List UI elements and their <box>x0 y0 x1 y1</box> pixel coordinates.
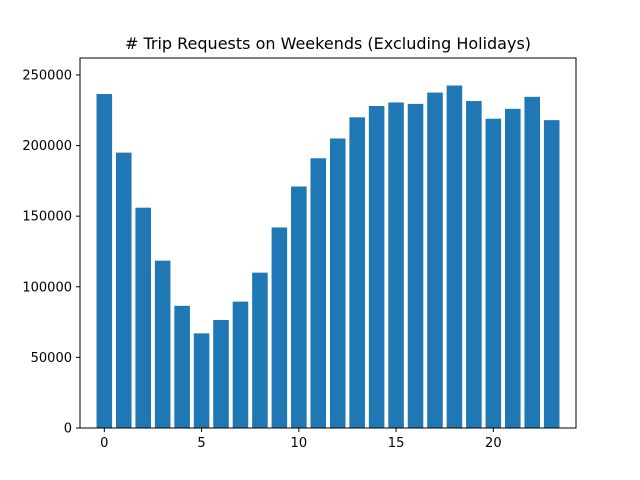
bar-8 <box>252 272 268 428</box>
bar-16 <box>407 103 424 429</box>
bar-9 <box>271 227 288 428</box>
bar-11 <box>310 158 327 428</box>
x-tick-label: 15 <box>388 436 405 451</box>
plot-frame <box>79 57 577 429</box>
bar-7 <box>232 301 249 428</box>
x-tick-label: 20 <box>485 436 502 451</box>
bar-12 <box>329 138 346 428</box>
bar-15 <box>388 102 404 428</box>
y-tick-label: 100000 <box>22 280 72 295</box>
bar-6 <box>213 319 229 428</box>
x-tick-label: 5 <box>197 436 205 451</box>
bar-22 <box>524 96 541 428</box>
bar-14 <box>368 106 385 429</box>
y-tick-label: 50000 <box>31 351 72 366</box>
y-tick-label: 150000 <box>22 210 72 225</box>
bar-4 <box>174 305 190 428</box>
y-tick-label: 0 <box>64 422 72 437</box>
bar-20 <box>485 118 502 428</box>
x-axis-ticks: 0 5 10 15 20 <box>100 428 502 451</box>
bar-13 <box>349 117 365 428</box>
bars <box>96 85 560 429</box>
y-tick-label: 250000 <box>22 68 72 83</box>
bar-10 <box>291 186 307 428</box>
chart-title: # Trip Requests on Weekends (Excluding H… <box>125 34 531 53</box>
y-tick-label: 200000 <box>22 139 72 154</box>
x-tick-label: 10 <box>291 436 308 451</box>
bar-21 <box>505 108 521 428</box>
bar-19 <box>466 101 482 429</box>
bar-2 <box>135 207 151 428</box>
bar-1 <box>115 152 132 428</box>
y-axis-ticks: 0 50000 100000 150000 200000 250000 <box>22 68 80 437</box>
bar-3 <box>154 260 171 428</box>
x-tick-label: 0 <box>100 436 108 451</box>
bar-23 <box>543 120 560 429</box>
bar-5 <box>193 333 210 428</box>
bar-17 <box>427 92 443 428</box>
bar-18 <box>446 85 463 428</box>
bar-0 <box>96 94 113 429</box>
